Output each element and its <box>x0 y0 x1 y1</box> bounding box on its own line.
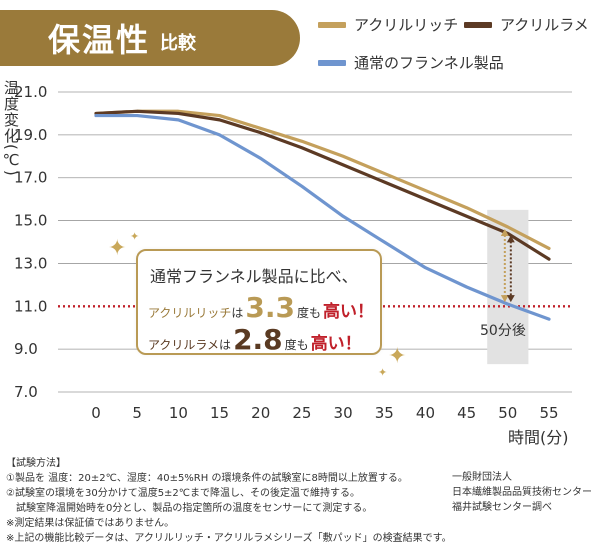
callout-heading: 通常フランネル製品に比べ、 <box>150 267 358 286</box>
callout-unit: 度も <box>284 338 309 352</box>
note-line: 試験室降温開始時を0分とし、製品の指定箇所の温度をセンサーにて測定する。 <box>6 503 373 514</box>
y-tick-label: 21.0 <box>14 83 47 101</box>
series-line-1 <box>94 109 551 261</box>
series-line-2 <box>94 113 551 321</box>
callout-emph: 高い！ <box>323 302 375 322</box>
legend-item-flannel: 通常のフランネル製品 <box>318 52 504 73</box>
legend-swatch <box>318 59 346 66</box>
x-tick-label: 20 <box>251 404 270 422</box>
y-tick-label: 13.0 <box>14 254 47 272</box>
x-tick-label: 35 <box>375 404 394 422</box>
x-tick-label: 40 <box>416 404 435 422</box>
x-tick-labels: 0 5 10 15 20 25 30 35 40 45 50 55 <box>91 404 558 422</box>
y-tick-labels: 21.0 19.0 17.0 15.0 13.0 11.0 9.0 7.0 <box>14 83 47 401</box>
legend-label: アクリルラメ <box>500 16 589 34</box>
title-banner: 保温性 比較 <box>0 10 300 66</box>
callout-row-lame: アクリルラメ は 2.8 度も 高い！ <box>148 323 362 356</box>
y-axis-label: 温度変化(℃) <box>2 80 20 177</box>
series-line-0 <box>94 109 551 251</box>
y-tick-label: 9.0 <box>14 340 38 358</box>
arrow-lame-head <box>506 295 515 303</box>
comparison-callout: 通常フランネル製品に比べ、 アクリルリッチ は 3.3 度も 高い！ アクリルラ… <box>136 249 382 356</box>
callout-name: アクリルラメ <box>148 338 220 352</box>
note-line: ※測定結果は保証値ではありません。 <box>6 518 175 529</box>
y-tick-label: 17.0 <box>14 169 47 187</box>
y-tick-label: 15.0 <box>14 212 47 230</box>
highlight-label: 50分後 <box>480 323 526 339</box>
x-tick-label: 5 <box>132 404 142 422</box>
org-line: 日本繊維製品品質技術センター <box>452 487 592 498</box>
x-tick-label: 10 <box>169 404 188 422</box>
callout-pre: は <box>219 338 232 352</box>
sparkle-icon: ✦ <box>378 366 388 379</box>
legend-swatch <box>318 21 346 28</box>
chart-subtitle: 比較 <box>160 33 197 54</box>
testing-organization: 一般財団法人 日本繊維製品品質技術センター 福井試験センター調べ <box>452 470 592 515</box>
sparkle-icon: ✦ <box>388 344 407 369</box>
arrow-rich-head <box>500 295 509 303</box>
difference-arrows <box>500 229 515 303</box>
x-tick-label: 15 <box>210 404 229 422</box>
grid-lines <box>58 91 572 393</box>
x-tick-label: 30 <box>334 404 353 422</box>
y-tick-label: 19.0 <box>14 126 47 144</box>
callout-value: 2.8 <box>233 323 283 356</box>
sparkle-icon: ✦ <box>130 230 140 243</box>
note-line: 【試験方法】 <box>6 458 66 469</box>
x-tick-label: 45 <box>457 404 476 422</box>
callout-emph: 高い！ <box>310 334 362 354</box>
legend-item-acrylic-lame: アクリルラメ <box>464 14 589 35</box>
org-line: 福井試験センター調べ <box>452 502 552 513</box>
x-tick-label: 55 <box>539 404 558 422</box>
y-tick-label: 7.0 <box>14 383 38 401</box>
callout-name: アクリルリッチ <box>148 306 232 320</box>
x-axis-label: 時間(分) <box>508 428 569 447</box>
legend-label: アクリルリッチ <box>354 16 459 34</box>
legend-label: 通常のフランネル製品 <box>354 54 504 72</box>
note-line: ①製品を 温度：20±2℃、湿度：40±5%RH の環境条件の試験室に8時間以上… <box>6 473 408 484</box>
arrow-rich-head <box>500 229 509 236</box>
x-tick-label: 50 <box>498 404 517 422</box>
callout-row-rich: アクリルリッチ は 3.3 度も 高い！ <box>148 291 374 324</box>
test-method-notes: 【試験方法】 ①製品を 温度：20±2℃、湿度：40±5%RH の環境条件の試験… <box>6 456 452 546</box>
note-line: ②試験室の環境を30分かけて温度5±2℃まで降温し、その後定温で維持する。 <box>6 488 361 499</box>
callout-unit: 度も <box>297 306 322 320</box>
note-line: ※上記の機能比較データは、アクリルリッチ・アクリルラメシリーズ「敷パッド」の検査… <box>6 533 452 544</box>
x-tick-label: 25 <box>292 404 311 422</box>
chart-title: 保温性 <box>48 21 151 59</box>
callout-pre: は <box>231 306 244 320</box>
callout-value: 3.3 <box>245 291 296 324</box>
arrow-lame-head <box>506 235 515 243</box>
x-tick-label: 0 <box>91 404 101 422</box>
sparkle-icon: ✦ <box>108 236 127 261</box>
series-lines <box>94 109 551 321</box>
y-tick-label: 11.0 <box>14 297 47 315</box>
legend-item-acrylic-rich: アクリルリッチ <box>318 14 458 35</box>
org-line: 一般財団法人 <box>452 472 512 483</box>
legend-swatch <box>464 21 492 28</box>
